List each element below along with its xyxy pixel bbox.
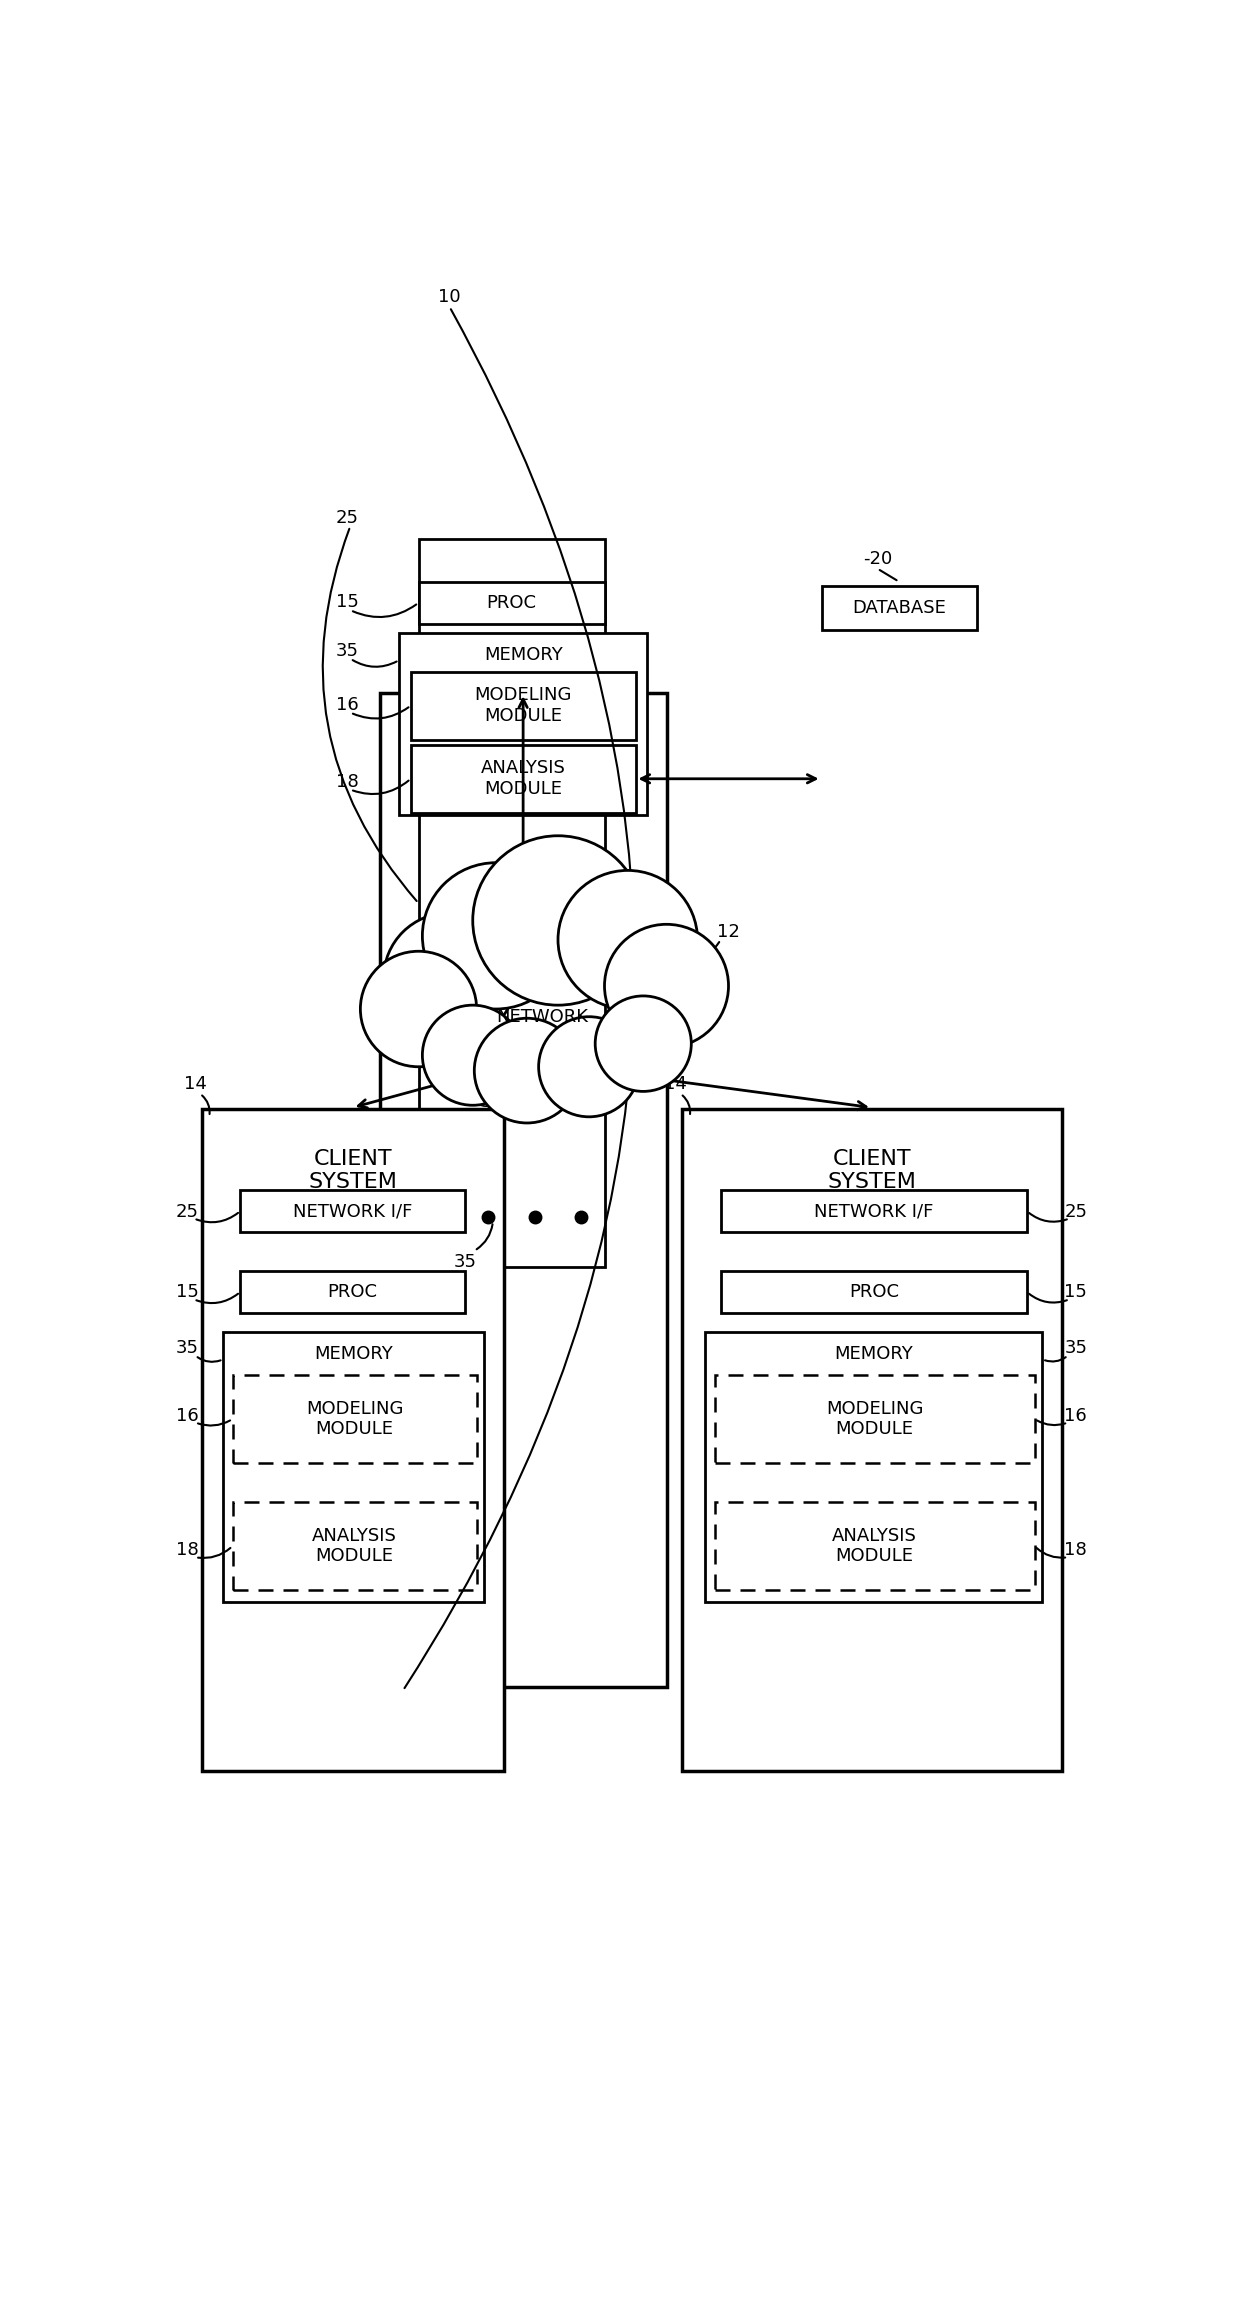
Text: MEMORY: MEMORY (835, 1345, 913, 1364)
Circle shape (538, 1016, 640, 1118)
Bar (410, 744, 635, 812)
Bar (419, 540, 605, 1266)
Text: 18: 18 (336, 772, 358, 791)
Text: NETWORK: NETWORK (496, 1009, 589, 1025)
Text: MODELING
MODULE: MODELING MODULE (306, 1401, 403, 1438)
Text: PROC: PROC (486, 594, 537, 612)
Bar (233, 1375, 476, 1463)
Text: 14: 14 (665, 1076, 687, 1095)
Bar (720, 1271, 1027, 1313)
Circle shape (595, 995, 692, 1092)
Text: MODELING
MODULE: MODELING MODULE (826, 1401, 924, 1438)
Circle shape (605, 925, 729, 1048)
Text: 10: 10 (438, 288, 461, 306)
Text: -20: -20 (863, 550, 892, 568)
Text: MODELING
MODULE: MODELING MODULE (475, 686, 572, 726)
Text: 15: 15 (176, 1282, 198, 1301)
Text: 25: 25 (336, 508, 358, 526)
Text: 16: 16 (1064, 1408, 1087, 1424)
Text: MEMORY: MEMORY (484, 645, 563, 663)
Text: NETWORK I/F: NETWORK I/F (815, 1201, 934, 1220)
Bar (223, 1333, 485, 1602)
Bar (714, 1503, 1034, 1591)
Text: 18: 18 (1064, 1540, 1087, 1558)
Bar (410, 673, 635, 740)
Text: 35: 35 (176, 1338, 200, 1357)
Text: NETWORK I/F: NETWORK I/F (293, 1201, 413, 1220)
Bar (241, 1271, 465, 1313)
Bar (399, 633, 647, 814)
Text: 16: 16 (176, 1408, 198, 1424)
Text: 15: 15 (1064, 1282, 1087, 1301)
Text: CLIENT
SYSTEM: CLIENT SYSTEM (309, 1150, 397, 1192)
Bar (419, 582, 605, 624)
Text: 12: 12 (717, 923, 740, 942)
Text: 35: 35 (336, 642, 358, 661)
Bar (201, 1108, 503, 1772)
Text: 35: 35 (1064, 1338, 1087, 1357)
Bar (379, 693, 667, 1686)
Text: PROC: PROC (327, 1282, 378, 1301)
Text: 25: 25 (176, 1204, 200, 1220)
Bar (682, 1108, 1061, 1772)
Circle shape (361, 951, 476, 1067)
Text: ANALYSIS
MODULE: ANALYSIS MODULE (481, 758, 565, 798)
Text: ANALYSIS
MODULE: ANALYSIS MODULE (832, 1526, 918, 1565)
Bar (821, 584, 977, 631)
Bar (241, 1190, 465, 1231)
Text: SERVER
SYSTEM: SERVER SYSTEM (479, 1069, 568, 1111)
Text: NETWORK I/F: NETWORK I/F (451, 895, 572, 911)
Text: 25: 25 (1064, 1204, 1087, 1220)
Bar (720, 1190, 1027, 1231)
Circle shape (472, 835, 644, 1004)
Text: DATABASE: DATABASE (852, 598, 946, 617)
Bar (706, 1333, 1043, 1602)
Text: ANALYSIS
MODULE: ANALYSIS MODULE (312, 1526, 397, 1565)
Text: 35: 35 (454, 1252, 476, 1271)
Text: 15: 15 (336, 594, 358, 612)
Text: 16: 16 (336, 696, 358, 714)
Text: CLIENT
SYSTEM: CLIENT SYSTEM (827, 1150, 916, 1192)
Circle shape (474, 1018, 580, 1122)
Circle shape (423, 1004, 523, 1106)
Circle shape (423, 863, 569, 1009)
Circle shape (383, 914, 516, 1044)
Bar (233, 1503, 476, 1591)
Text: 14: 14 (184, 1076, 207, 1095)
Text: MEMORY: MEMORY (315, 1345, 393, 1364)
Text: 18: 18 (176, 1540, 198, 1558)
Text: PROC: PROC (849, 1282, 899, 1301)
Bar (714, 1375, 1034, 1463)
Circle shape (558, 870, 697, 1009)
